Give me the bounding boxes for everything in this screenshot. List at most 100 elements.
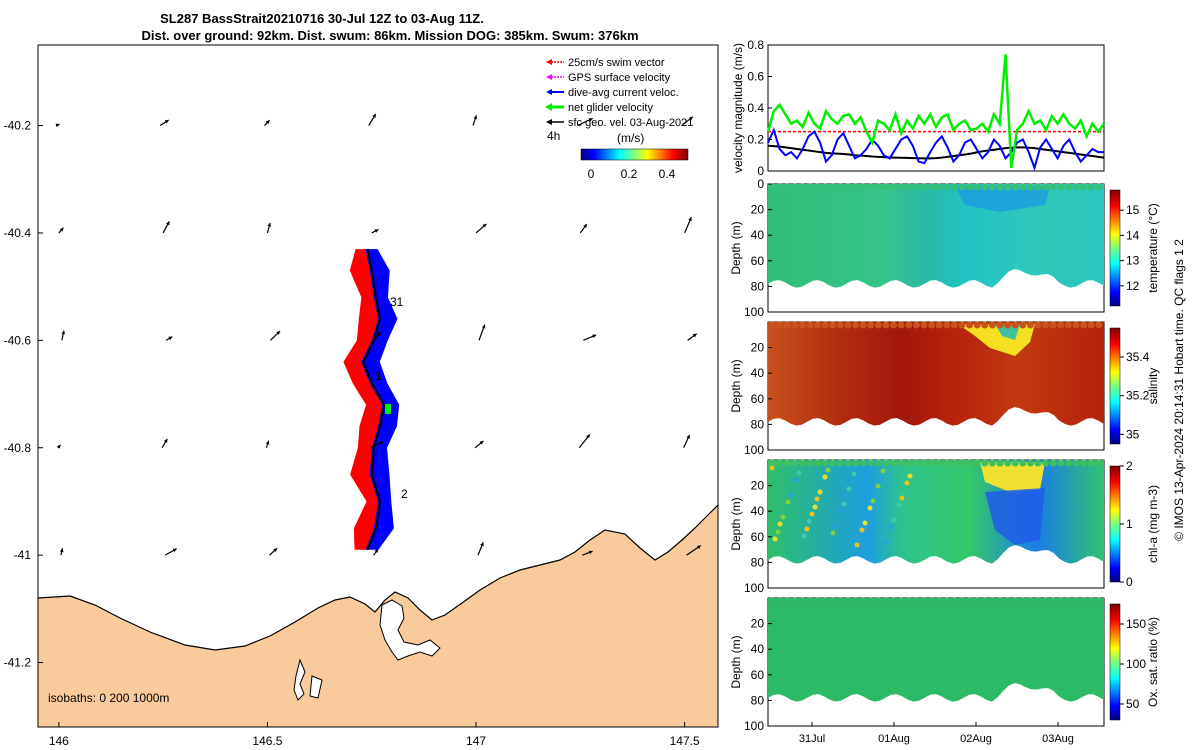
surface-dot <box>1095 597 1103 605</box>
surface-dot <box>768 597 776 605</box>
geo-vector-head <box>473 115 478 120</box>
geo-vector-head <box>588 118 593 122</box>
depth-tick-label: 60 <box>751 254 765 268</box>
oxygen-colorbar-label: Ox. sat. ratio (%) <box>1146 617 1160 707</box>
chla-ylabel: Depth (m) <box>729 497 743 550</box>
surface-dot <box>814 321 822 329</box>
map-y-ticks: -40.2 -40.4 -40.6 -40.8 -41 -41.2 <box>4 119 43 670</box>
map-xtick-label: 147 <box>466 734 486 748</box>
temperature-cold-patch <box>955 186 1050 212</box>
surface-dot <box>1072 459 1080 467</box>
surface-dot <box>1064 183 1072 191</box>
velocity-y-ticks: 0 0.2 0.4 0.6 0.8 <box>747 38 772 178</box>
depth-tick-label: 100 <box>744 443 764 457</box>
colorbar-tick-label: 35 <box>1126 427 1140 441</box>
surface-dot <box>836 321 844 329</box>
geo-vector-head <box>265 120 270 125</box>
colorbar-tick-label: 13 <box>1126 254 1140 268</box>
chla-dot <box>899 495 905 501</box>
surface-dot <box>996 597 1004 605</box>
surface-dot <box>852 183 860 191</box>
legend-swim-arrowhead <box>546 59 552 65</box>
chla-dot <box>854 542 860 548</box>
velocity-ylabel: velocity magnitude (m/s) <box>731 43 745 173</box>
depth-tick-label: 20 <box>751 203 765 217</box>
surface-dot <box>776 459 784 467</box>
surface-dot <box>1057 183 1065 191</box>
surface-dot <box>920 183 928 191</box>
surface-dot <box>1004 183 1012 191</box>
surface-dot <box>928 597 936 605</box>
net-velocity-marker <box>385 404 391 414</box>
chla-dot <box>830 530 836 536</box>
surface-dot <box>836 183 844 191</box>
chla-dot <box>851 471 857 477</box>
depth-tick-label: 40 <box>751 228 765 242</box>
geo-vector-head <box>686 434 690 439</box>
surface-dot <box>1034 183 1042 191</box>
surface-dot <box>943 459 951 467</box>
surface-dot <box>836 459 844 467</box>
speed-colorbar-tick-1: 0.2 <box>621 167 638 181</box>
time-tick-label: 01Aug <box>878 733 910 745</box>
chla-dot <box>817 489 823 495</box>
geo-vector-head <box>480 542 484 547</box>
colorbar-tick-label: 35.4 <box>1126 350 1150 364</box>
chla-dot <box>793 477 799 483</box>
temperature-field <box>768 184 1104 288</box>
surface-dot <box>958 321 966 329</box>
chla-dot <box>859 527 865 533</box>
geo-vector-head <box>163 438 168 443</box>
geo-vector-head <box>164 119 169 124</box>
surface-dot <box>1095 321 1103 329</box>
legend-4h-label: 4h <box>547 129 560 143</box>
geo-vector-head <box>61 330 66 335</box>
colorbar-tick-label: 12 <box>1126 279 1140 293</box>
surface-dot <box>973 459 981 467</box>
isobaths-label: isobaths: 0 200 1000m <box>48 691 169 705</box>
surface-dot <box>1026 321 1034 329</box>
surface-dot <box>806 597 814 605</box>
surface-dot <box>897 597 905 605</box>
geo-vector-head <box>688 116 693 121</box>
chla-dot <box>788 492 794 498</box>
chla-dot <box>804 526 810 532</box>
geo-vector-head <box>59 227 64 232</box>
surface-dot <box>1064 459 1072 467</box>
map-panel: 31 1 2 146 146.5 147 147.5 -40.2-40.4-40.6-… <box>4 44 719 748</box>
surface-dot <box>912 321 920 329</box>
surface-dot <box>920 321 928 329</box>
velocity-ytick-label: 0.6 <box>747 70 764 84</box>
geo-vector-head <box>696 545 701 550</box>
legend-geo-arrowhead <box>546 119 552 125</box>
coast-outline <box>38 504 718 651</box>
surface-dot <box>776 183 784 191</box>
coastline-land <box>38 505 718 727</box>
velocity-ytick-label: 0.4 <box>747 101 764 115</box>
surface-dot <box>1004 321 1012 329</box>
chla-dot <box>843 493 849 499</box>
oxygen-panel: Ox. sat. ratio (%) Depth (m) 20 40 60 80 100… <box>729 597 1160 745</box>
surface-dot <box>874 459 882 467</box>
surface-dot <box>1042 459 1050 467</box>
surface-dot <box>1019 321 1027 329</box>
chla-dot <box>822 474 828 480</box>
surface-dot <box>1011 183 1019 191</box>
surface-dot <box>966 459 974 467</box>
chla-dot <box>777 521 783 527</box>
chla-dot <box>904 480 910 486</box>
surface-dot <box>973 183 981 191</box>
salinity-surface-dots <box>768 321 1103 329</box>
oxygen-surface-dots <box>768 597 1103 605</box>
surface-dot <box>859 183 867 191</box>
surface-dot <box>988 597 996 605</box>
depth-tick-label: 40 <box>751 642 765 656</box>
chla-colorbar-label: chl-a (mg m-3) <box>1146 485 1160 563</box>
map-x-ticks: 146 146.5 147 147.5 <box>49 722 700 748</box>
map-ytick-label: -40.2 <box>4 119 32 133</box>
geo-vector-head <box>265 440 270 445</box>
geo-vector-head <box>583 224 587 229</box>
track-label-31: 31 <box>390 295 404 309</box>
surface-dot <box>821 597 829 605</box>
chla-dot <box>806 518 812 524</box>
